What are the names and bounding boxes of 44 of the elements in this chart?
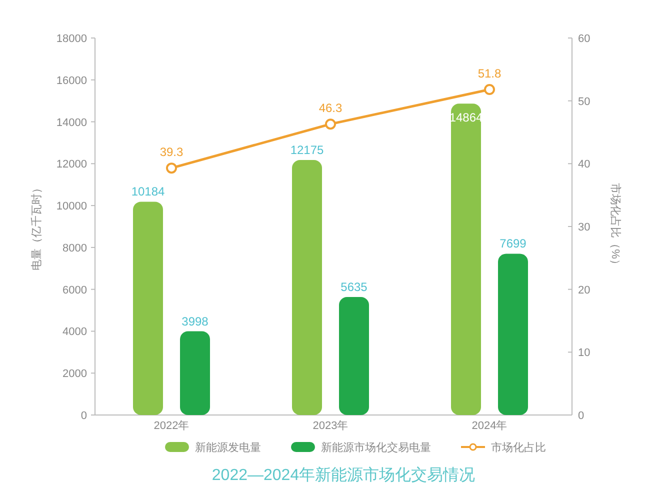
y-tick-label: 18000 <box>56 33 87 45</box>
data-label: 5635 <box>340 280 368 294</box>
y-tick-label: 0 <box>80 410 87 422</box>
legend-label: 新能源发电量 <box>195 441 261 454</box>
data-label: 51.8 <box>478 66 502 81</box>
y2-tick-label: 30 <box>578 222 590 234</box>
bar <box>498 254 528 415</box>
y2-tick-label: 60 <box>578 33 590 45</box>
y2-tick-label: 10 <box>578 347 590 360</box>
bar <box>133 202 163 415</box>
legend-label: 新能源市场化交易电量 <box>321 441 431 454</box>
bar <box>292 160 322 415</box>
bar <box>339 296 369 415</box>
x-tick-label: 2023年 <box>312 420 348 432</box>
point <box>166 162 177 174</box>
data-label: 14864 <box>449 110 484 125</box>
y2-axis-title: 市场化占比（%） <box>609 183 622 270</box>
text: 2022—2024年新能源市场化交易情况 <box>212 466 476 484</box>
y2-tick-label: 0 <box>578 410 584 422</box>
y-tick-label: 6000 <box>62 284 87 296</box>
y2-tick-label: 20 <box>578 284 590 296</box>
bar <box>451 104 481 415</box>
data-label: 12175 <box>290 143 324 157</box>
y-tick-label: 8000 <box>62 242 87 254</box>
y-tick-label: 16000 <box>56 74 87 87</box>
y-tick-label: 4000 <box>62 326 87 338</box>
bar <box>180 331 210 415</box>
data-label: 46.3 <box>318 101 342 116</box>
y-tick-label: 10000 <box>56 200 87 213</box>
legend-label: 市场化占比 <box>491 441 546 454</box>
data-label: 7699 <box>500 236 527 251</box>
x-tick-label: 2024年 <box>472 420 508 432</box>
y2-tick-label: 40 <box>578 158 590 171</box>
point <box>484 84 495 96</box>
data-label: 39.3 <box>160 145 184 160</box>
data-label: 10184 <box>131 184 166 199</box>
y2-tick-label: 50 <box>578 96 590 108</box>
data-label: 3998 <box>182 314 209 328</box>
y-tick-label: 14000 <box>56 116 87 129</box>
point <box>325 118 336 130</box>
y-tick-label: 2000 <box>62 368 87 380</box>
y-tick-label: 12000 <box>56 158 87 171</box>
x-tick-label: 2022年 <box>154 420 190 432</box>
y-axis-title: 电量（亿千瓦时） <box>30 182 43 270</box>
